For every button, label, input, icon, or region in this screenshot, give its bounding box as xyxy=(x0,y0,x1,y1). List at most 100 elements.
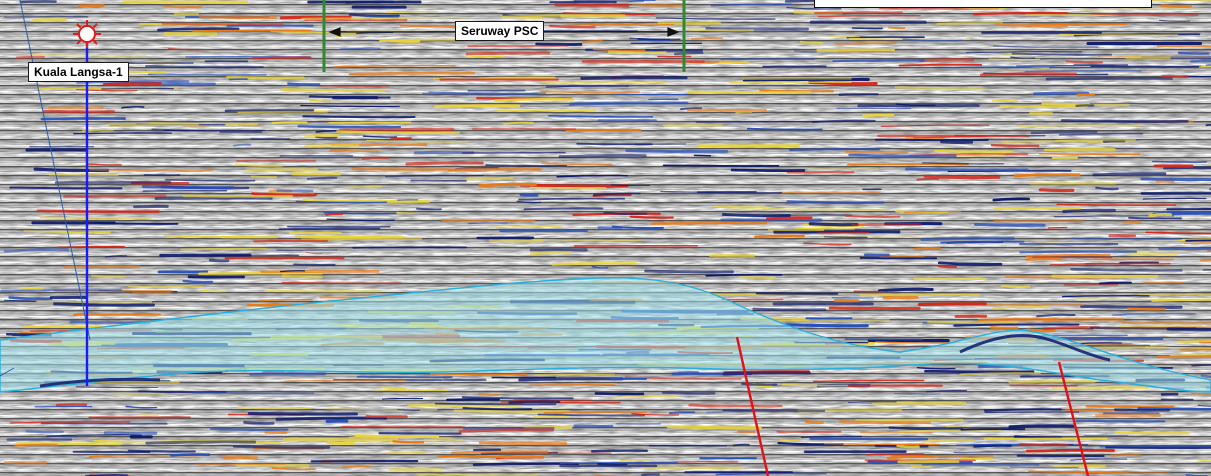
reflector-streak xyxy=(15,55,45,60)
reflector-streak xyxy=(880,124,990,127)
reflector-streak xyxy=(405,161,484,166)
reflector-streak xyxy=(1145,231,1211,235)
reflector-streak xyxy=(434,402,557,406)
reflector-streak xyxy=(591,265,609,269)
reflector-streak xyxy=(944,66,1055,69)
reflector-streak xyxy=(478,441,568,446)
reflector-streak xyxy=(465,55,505,58)
reflector-streak xyxy=(722,409,826,412)
reflector-streak xyxy=(1062,295,1150,298)
reflector-streak xyxy=(537,413,646,417)
reflector-streak xyxy=(325,212,344,216)
reflector-streak xyxy=(309,100,377,103)
reflector-streak xyxy=(706,410,756,413)
reflector-streak xyxy=(344,186,383,189)
reflector-streak xyxy=(786,200,885,205)
reflector-streak xyxy=(327,441,355,445)
reflector-streak xyxy=(306,176,338,180)
reflector-streak xyxy=(735,111,753,114)
body-base-reflector xyxy=(39,334,1111,388)
reflector-streak xyxy=(361,156,390,160)
reflector-streak xyxy=(486,225,563,227)
reflector-streak xyxy=(281,87,385,93)
reflector-streak xyxy=(592,48,646,52)
reflector-streak xyxy=(765,216,813,221)
reflector-streak xyxy=(516,200,542,204)
reflector-streak xyxy=(1017,124,1142,128)
reflector-streak xyxy=(754,234,806,239)
reflector-streak xyxy=(447,167,542,172)
reflector-streak xyxy=(1177,51,1210,55)
reflector-streak xyxy=(593,192,641,196)
leader-line xyxy=(0,367,15,377)
reflector-streak xyxy=(226,75,305,80)
reflector-streak xyxy=(800,435,863,439)
reflector-streak xyxy=(1080,304,1183,309)
reflector-streak xyxy=(161,22,284,26)
reflector-streak xyxy=(1013,173,1081,178)
reflector-streak xyxy=(582,40,604,43)
reflector-streak xyxy=(308,95,391,99)
reflector-streak xyxy=(332,64,456,68)
reflector-streak xyxy=(1177,340,1211,343)
reflector-streak xyxy=(32,18,67,22)
reflector-streak xyxy=(182,279,214,284)
reflector-streak xyxy=(799,40,824,45)
reflector-streak xyxy=(488,239,544,243)
reflector-streak xyxy=(453,409,570,413)
reflector-streak xyxy=(1060,119,1189,123)
reflector-streak xyxy=(125,405,158,409)
reflector-streak xyxy=(1197,459,1211,462)
reflector-streak xyxy=(1205,63,1211,67)
reflector-streak xyxy=(384,174,484,178)
reflector-streak xyxy=(752,307,827,312)
reflector-streak xyxy=(924,369,1035,374)
reflector-streak xyxy=(430,373,527,376)
reflector-streak xyxy=(898,429,1002,433)
reflector-streak xyxy=(339,47,381,51)
reflector-streak xyxy=(293,263,336,266)
reflector-streak xyxy=(1098,281,1132,285)
reflector-streak xyxy=(104,255,128,258)
reflector-streak xyxy=(1191,364,1211,367)
reflector-streak xyxy=(992,197,1030,202)
reflector-streak xyxy=(271,467,316,471)
reflector-streak xyxy=(1050,262,1171,266)
reflector-streak xyxy=(722,371,811,376)
reflector-streak xyxy=(87,163,122,166)
reflector-streak xyxy=(845,214,901,218)
reflector-streak xyxy=(844,150,909,155)
reflector-streak xyxy=(1043,147,1116,152)
reflector-streak xyxy=(247,411,358,416)
psc-name-label: Seruway PSC xyxy=(455,21,545,41)
reflector-streak xyxy=(323,211,397,215)
reflector-streak xyxy=(465,51,551,56)
reflector-streak xyxy=(1024,69,1142,73)
reflector-streak xyxy=(275,416,388,421)
reflector-streak xyxy=(341,465,372,469)
reflector-streak xyxy=(811,119,876,124)
reflector-streak xyxy=(279,270,306,273)
reflector-streak xyxy=(1008,379,1096,384)
reflector-streak xyxy=(23,230,111,234)
reflector-streak xyxy=(366,139,468,143)
reflector-streak xyxy=(297,125,402,129)
reflector-streak xyxy=(1036,313,1076,318)
reflector-streak xyxy=(1200,374,1211,379)
reflector-streak xyxy=(662,164,780,167)
reflector-streak xyxy=(1148,212,1173,218)
reflector-streak xyxy=(1109,453,1141,457)
reflector-streak xyxy=(1070,267,1183,272)
reflector-streak xyxy=(392,440,425,444)
reflector-streak xyxy=(927,320,1018,325)
reflector-streak xyxy=(650,221,768,226)
reflector-streak xyxy=(1045,77,1173,81)
reflector-streak xyxy=(434,104,521,108)
reflector-streak xyxy=(677,371,700,375)
reflector-streak xyxy=(329,149,379,152)
reflector-streak xyxy=(786,7,842,10)
reflector-streak xyxy=(1056,203,1177,206)
reflector-streak xyxy=(386,450,427,455)
reflector-streak xyxy=(381,397,424,400)
reflector-streak xyxy=(607,50,667,54)
